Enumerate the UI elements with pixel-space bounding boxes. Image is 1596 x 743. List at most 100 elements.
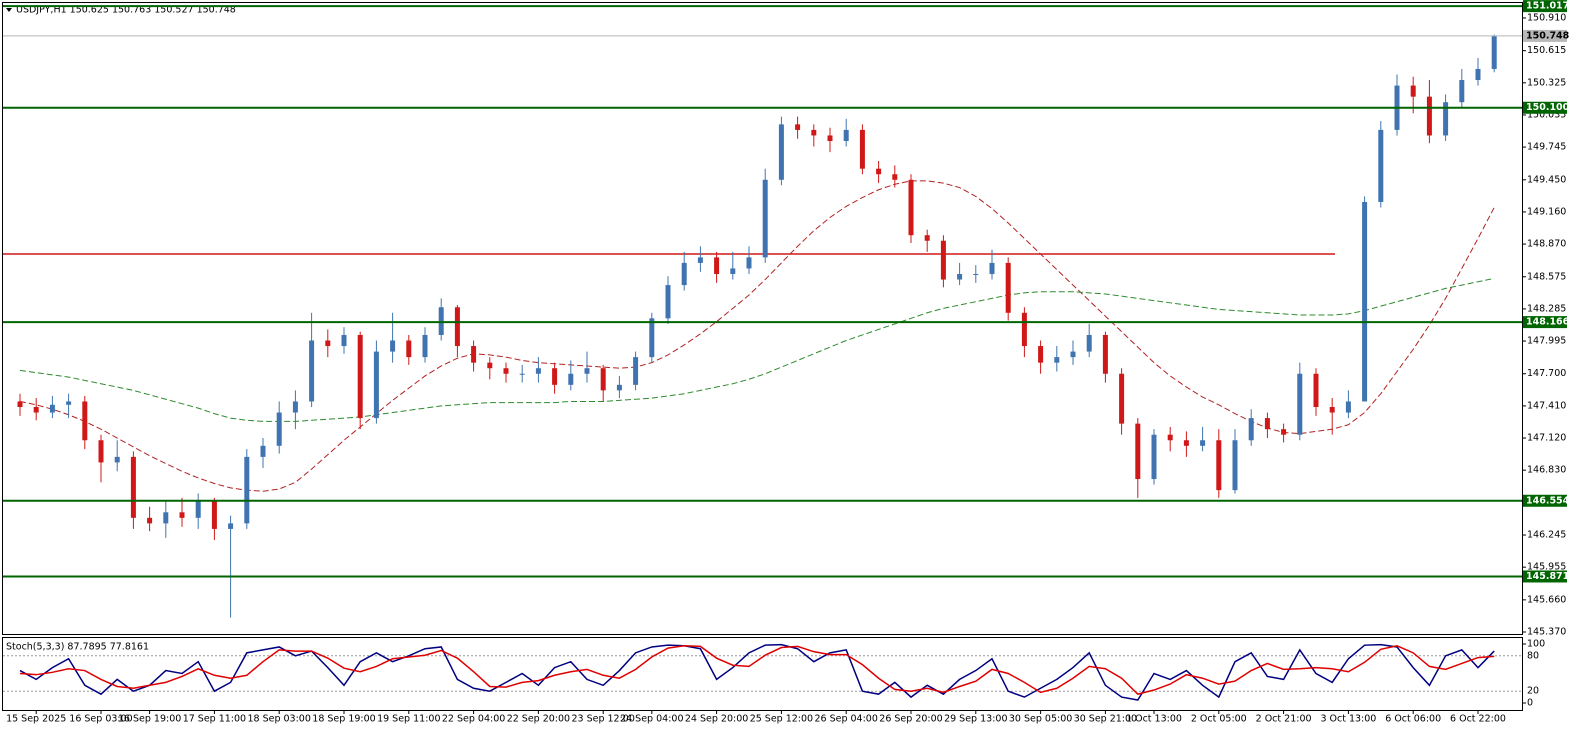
candle-body — [1086, 334, 1092, 352]
candle-body — [665, 285, 671, 319]
x-tick-label: 1 Oct 13:00 — [1126, 714, 1182, 725]
level-label: 146.554 — [1526, 495, 1570, 506]
x-tick-label: 30 Sep 21:00 — [1074, 714, 1137, 725]
candle-body — [908, 179, 914, 236]
candle-body — [66, 401, 72, 405]
x-tick-label: 6 Oct 22:00 — [1450, 714, 1506, 725]
candle-body — [1183, 440, 1189, 446]
candle-body — [471, 346, 477, 363]
candle-body — [1021, 312, 1027, 347]
y-tick-label: 147.995 — [1527, 336, 1566, 347]
candle-body — [1264, 418, 1270, 430]
candle-body — [195, 501, 201, 518]
y-tick-label: 148.575 — [1527, 271, 1566, 282]
candle-body — [1443, 102, 1449, 136]
candle-body — [876, 168, 882, 175]
candle-body — [1232, 440, 1238, 491]
candle-body — [503, 368, 509, 374]
candle-body — [746, 257, 752, 269]
candle-body — [1281, 429, 1287, 435]
y-tick-label: 146.830 — [1527, 465, 1566, 476]
candle-body — [1475, 68, 1481, 81]
x-tick-label: 29 Sep 13:00 — [944, 714, 1007, 725]
candle-body — [114, 456, 120, 463]
candle-body — [697, 257, 703, 263]
candle-body — [276, 412, 282, 446]
candle-body — [163, 512, 169, 524]
x-tick-label: 24 Sep 20:00 — [685, 714, 748, 725]
x-tick-label: 18 Sep 19:00 — [312, 714, 375, 725]
y-tick-label: 149.160 — [1527, 206, 1566, 217]
x-tick-label: 19 Sep 11:00 — [377, 714, 440, 725]
y-tick-label: 150.035 — [1527, 109, 1566, 120]
candle-body — [373, 351, 379, 419]
y-tick-label: 150.910 — [1527, 12, 1566, 23]
candle-body — [811, 129, 817, 136]
candle-body — [973, 273, 979, 275]
candle-body — [17, 401, 23, 408]
candle-body — [49, 404, 55, 413]
candle-body — [292, 401, 298, 413]
candle-body — [98, 440, 104, 463]
oscillator-title: Stoch(5,3,3) 87.7895 77.8161 — [6, 642, 149, 653]
candle-body — [1119, 373, 1125, 424]
y-tick-label: 148.285 — [1527, 303, 1566, 314]
candle-body — [179, 512, 185, 518]
candle-body — [341, 334, 347, 347]
candle-body — [130, 456, 136, 518]
x-tick-label: 16 Sep 03:00 — [69, 714, 132, 725]
candle-body — [422, 334, 428, 358]
candle-body — [552, 368, 558, 385]
candle-body — [1426, 96, 1432, 136]
x-tick-label: 30 Sep 05:00 — [1009, 714, 1072, 725]
x-tick-label: 6 Oct 06:00 — [1385, 714, 1441, 725]
oscillator-panel — [2, 637, 1523, 711]
candle-body — [762, 179, 768, 258]
y-tick-label: 148.870 — [1527, 239, 1566, 250]
osc-line — [19, 644, 1495, 695]
candle-body — [1070, 351, 1076, 358]
x-tick-label: 23 Sep 12:00 — [571, 714, 634, 725]
x-tick-label: 22 Sep 04:00 — [442, 714, 505, 725]
candle-body — [228, 523, 234, 529]
x-tick-label: 26 Sep 04:00 — [814, 714, 877, 725]
candle-body — [1313, 373, 1319, 408]
candle-body — [957, 273, 963, 280]
candle-body — [1038, 346, 1044, 363]
level-label: 150.748 — [1526, 30, 1570, 41]
level-box — [1523, 316, 1567, 329]
candle-body — [1410, 85, 1416, 97]
candle-body — [309, 340, 315, 402]
candle-body — [1102, 334, 1108, 374]
candle-body — [260, 445, 266, 457]
candle-body — [1459, 80, 1465, 103]
candle-body — [406, 340, 412, 358]
level-label: 145.871 — [1526, 571, 1569, 582]
candle-body — [843, 129, 849, 141]
candle-body — [1491, 35, 1497, 69]
candle-body — [859, 129, 865, 169]
candle-body — [1297, 373, 1303, 435]
x-tick-label: 17 Sep 11:00 — [183, 714, 246, 725]
level-box — [1523, 29, 1567, 42]
level-label: 150.100 — [1526, 102, 1570, 113]
level-label: 148.166 — [1526, 317, 1570, 328]
candle-body — [390, 340, 396, 352]
candle-body — [1054, 357, 1060, 363]
x-tick-label: 2 Oct 05:00 — [1191, 714, 1247, 725]
y-tick-label: 150.615 — [1527, 45, 1566, 56]
osc-tick-label: 0 — [1527, 698, 1533, 709]
candle-body — [33, 407, 39, 413]
x-tick-label: 2 Oct 21:00 — [1256, 714, 1312, 725]
y-tick-label: 149.745 — [1527, 142, 1566, 153]
candle-body — [892, 174, 898, 180]
y-tick-label: 149.450 — [1527, 174, 1566, 185]
candle-body — [487, 362, 493, 369]
x-tick-label: 18 Sep 03:00 — [247, 714, 310, 725]
candle-body — [1345, 401, 1351, 413]
menu-arrow — [6, 8, 12, 12]
candle-body — [989, 262, 995, 274]
x-tick-label: 22 Sep 20:00 — [507, 714, 570, 725]
candle-body — [649, 318, 655, 358]
